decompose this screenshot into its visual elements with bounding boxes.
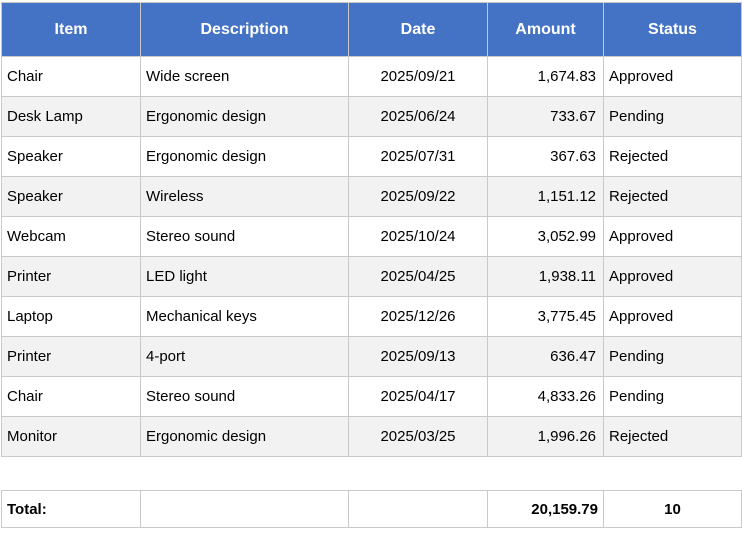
table-row: Speaker Ergonomic design 2025/07/31 367.63 R…	[1, 136, 742, 177]
cell-date: 2025/12/26	[348, 296, 488, 337]
table-row: Printer 4-port 2025/09/13 636.47 Pending	[1, 336, 742, 377]
table-row: Desk Lamp Ergonomic design 2025/06/24 733.6…	[1, 96, 742, 137]
cell-item: Chair	[1, 56, 141, 97]
cell-amount: 1,674.83	[487, 56, 604, 97]
cell-status: Pending	[603, 336, 742, 377]
column-header-description: Description	[140, 2, 349, 57]
cell-status: Rejected	[603, 176, 742, 217]
cell-description: LED light	[140, 256, 349, 297]
table-row: Speaker Wireless 2025/09/22 1,151.12 Rejecte…	[1, 176, 742, 217]
cell-date: 2025/09/21	[348, 56, 488, 97]
cell-description: Wireless	[140, 176, 349, 217]
cell-amount: 733.67	[487, 96, 604, 137]
cell-item: Webcam	[1, 216, 141, 257]
cell-amount: 3,775.45	[487, 296, 604, 337]
cell-date: 2025/07/31	[348, 136, 488, 177]
cell-description: Stereo sound	[140, 376, 349, 417]
cell-item: Printer	[1, 256, 141, 297]
cell-status: Rejected	[603, 136, 742, 177]
cell-description: Ergonomic design	[140, 136, 349, 177]
cell-description: Ergonomic design	[140, 416, 349, 457]
table-row: Monitor Ergonomic design 2025/03/25 1,996.2…	[1, 416, 742, 457]
cell-status: Approved	[603, 56, 742, 97]
column-header-amount: Amount	[487, 2, 604, 57]
totals-table: Total: 20,159.79 10	[1, 490, 742, 528]
cell-date: 2025/06/24	[348, 96, 488, 137]
cell-date: 2025/04/17	[348, 376, 488, 417]
total-date-empty	[348, 490, 488, 528]
table-row: Printer LED light 2025/04/25 1,938.11 Approv…	[1, 256, 742, 297]
cell-amount: 3,052.99	[487, 216, 604, 257]
cell-item: Speaker	[1, 136, 141, 177]
cell-date: 2025/10/24	[348, 216, 488, 257]
table-row: Laptop Mechanical keys 2025/12/26 3,775.45 A…	[1, 296, 742, 337]
cell-amount: 636.47	[487, 336, 604, 377]
cell-date: 2025/04/25	[348, 256, 488, 297]
table-row: Chair Wide screen 2025/09/21 1,674.83 Approv…	[1, 56, 742, 97]
cell-description: Wide screen	[140, 56, 349, 97]
cell-date: 2025/09/13	[348, 336, 488, 377]
total-amount: 20,159.79	[487, 490, 604, 528]
cell-item: Printer	[1, 336, 141, 377]
cell-description: 4-port	[140, 336, 349, 377]
cell-item: Speaker	[1, 176, 141, 217]
cell-date: 2025/03/25	[348, 416, 488, 457]
cell-status: Approved	[603, 256, 742, 297]
cell-status: Rejected	[603, 416, 742, 457]
cell-amount: 4,833.26	[487, 376, 604, 417]
total-count: 10	[603, 490, 742, 528]
cell-date: 2025/09/22	[348, 176, 488, 217]
table-row: Chair Stereo sound 2025/04/17 4,833.26 Pendi…	[1, 376, 742, 417]
header-row: Item Description Date Amount Status	[1, 2, 742, 57]
cell-item: Monitor	[1, 416, 141, 457]
column-header-date: Date	[348, 2, 488, 57]
cell-status: Approved	[603, 216, 742, 257]
cell-item: Chair	[1, 376, 141, 417]
cell-description: Stereo sound	[140, 216, 349, 257]
cell-amount: 1,996.26	[487, 416, 604, 457]
cell-amount: 1,938.11	[487, 256, 604, 297]
column-header-item: Item	[1, 2, 141, 57]
cell-item: Laptop	[1, 296, 141, 337]
total-row: Total: 20,159.79 10	[1, 490, 742, 528]
items-table: Item Description Date Amount Status Chai…	[1, 2, 742, 457]
cell-amount: 367.63	[487, 136, 604, 177]
column-header-status: Status	[603, 2, 742, 57]
cell-amount: 1,151.12	[487, 176, 604, 217]
table-row: Webcam Stereo sound 2025/10/24 3,052.99 Appr…	[1, 216, 742, 257]
cell-status: Pending	[603, 96, 742, 137]
total-description-empty	[140, 490, 349, 528]
cell-description: Mechanical keys	[140, 296, 349, 337]
cell-status: Approved	[603, 296, 742, 337]
cell-status: Pending	[603, 376, 742, 417]
cell-description: Ergonomic design	[140, 96, 349, 137]
cell-item: Desk Lamp	[1, 96, 141, 137]
total-label: Total:	[1, 490, 141, 528]
